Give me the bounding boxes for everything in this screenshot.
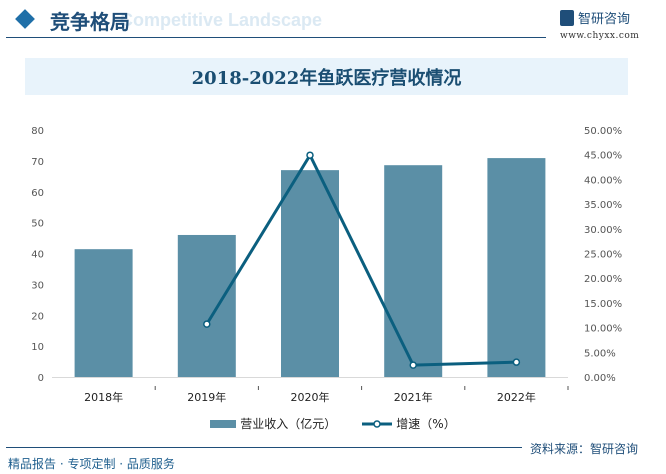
y-right-tick-label: 20.00% — [584, 274, 622, 285]
y-left-tick-label: 20 — [31, 311, 44, 322]
combo-chart: 0 10 20 30 40 50 60 70 80 0.00% 5.00% 10.00% 15.00% 2… — [31, 126, 622, 404]
revenue-bar — [487, 158, 546, 377]
logo-icon — [560, 9, 574, 26]
legend-item-growth: 增速（%） — [362, 415, 456, 432]
x-tick-label: 2022年 — [497, 390, 536, 404]
slogan: 精品报告 · 专项定制 · 品质服务 — [8, 457, 175, 471]
y-right-tick-label: 25.00% — [584, 250, 622, 261]
chart-title: 2018-2022年鱼跃医疗营收情况 — [191, 67, 462, 89]
x-tick-label: 2018年 — [84, 390, 123, 404]
legend-bar-swatch — [210, 419, 237, 428]
y-right-tick-label: 10.00% — [584, 324, 622, 335]
y-left-tick-label: 50 — [31, 219, 44, 230]
revenue-bar — [281, 170, 339, 377]
legend-line-swatch — [362, 419, 393, 428]
website-url: www.chyxx.com — [560, 31, 640, 41]
source-note: 资料来源：智研咨询 — [530, 442, 639, 456]
x-tick-label: 2020年 — [291, 390, 330, 404]
y-left-tick-label: 10 — [31, 342, 44, 353]
x-tick-label: 2021年 — [394, 390, 433, 404]
logo-text: 智研咨询 — [578, 12, 631, 27]
section-watermark: Competitive Landscape — [120, 10, 323, 30]
growth-point — [409, 361, 417, 369]
legend-item-revenue: 营业收入（亿元） — [210, 415, 336, 432]
revenue-bar — [74, 249, 133, 377]
y-left-tick-label: 80 — [31, 126, 44, 137]
y-left-tick-label: 70 — [31, 157, 44, 168]
growth-point — [203, 320, 211, 328]
y-left-tick-label: 40 — [31, 250, 44, 261]
y-right-tick-label: 40.00% — [584, 175, 622, 186]
revenue-bar — [384, 165, 443, 377]
section-title: 竞争格局 — [50, 10, 130, 34]
growth-point — [512, 358, 521, 366]
footer-divider — [6, 447, 522, 448]
growth-line — [205, 152, 517, 367]
legend: 营业收入（亿元） 增速（%） — [0, 415, 666, 432]
y-right-tick-label: 30.00% — [584, 225, 622, 236]
y-left-tick-label: 60 — [31, 188, 44, 199]
y-right-tick-label: 15.00% — [584, 299, 622, 310]
chart-title-box: 2018-2022年鱼跃医疗营收情况 — [25, 58, 628, 95]
y-left-tick-label: 0 — [38, 373, 44, 384]
y-right-tick-label: 5.00% — [584, 348, 616, 359]
revenue-bar — [177, 234, 236, 377]
brand-logo: 智研咨询 — [560, 8, 630, 27]
growth-point — [306, 151, 314, 159]
y-right-tick-label: 45.00% — [584, 151, 622, 162]
x-tick-label: 2019年 — [187, 390, 226, 404]
y-right-tick-label: 0.00% — [584, 373, 616, 384]
y-right-tick-label: 50.00% — [584, 126, 622, 137]
y-right-tick-label: 35.00% — [584, 200, 622, 211]
header-divider — [6, 37, 546, 38]
legend-label: 增速（%） — [396, 417, 456, 431]
legend-label: 营业收入（亿元） — [240, 417, 337, 431]
y-left-tick-label: 30 — [31, 280, 44, 291]
